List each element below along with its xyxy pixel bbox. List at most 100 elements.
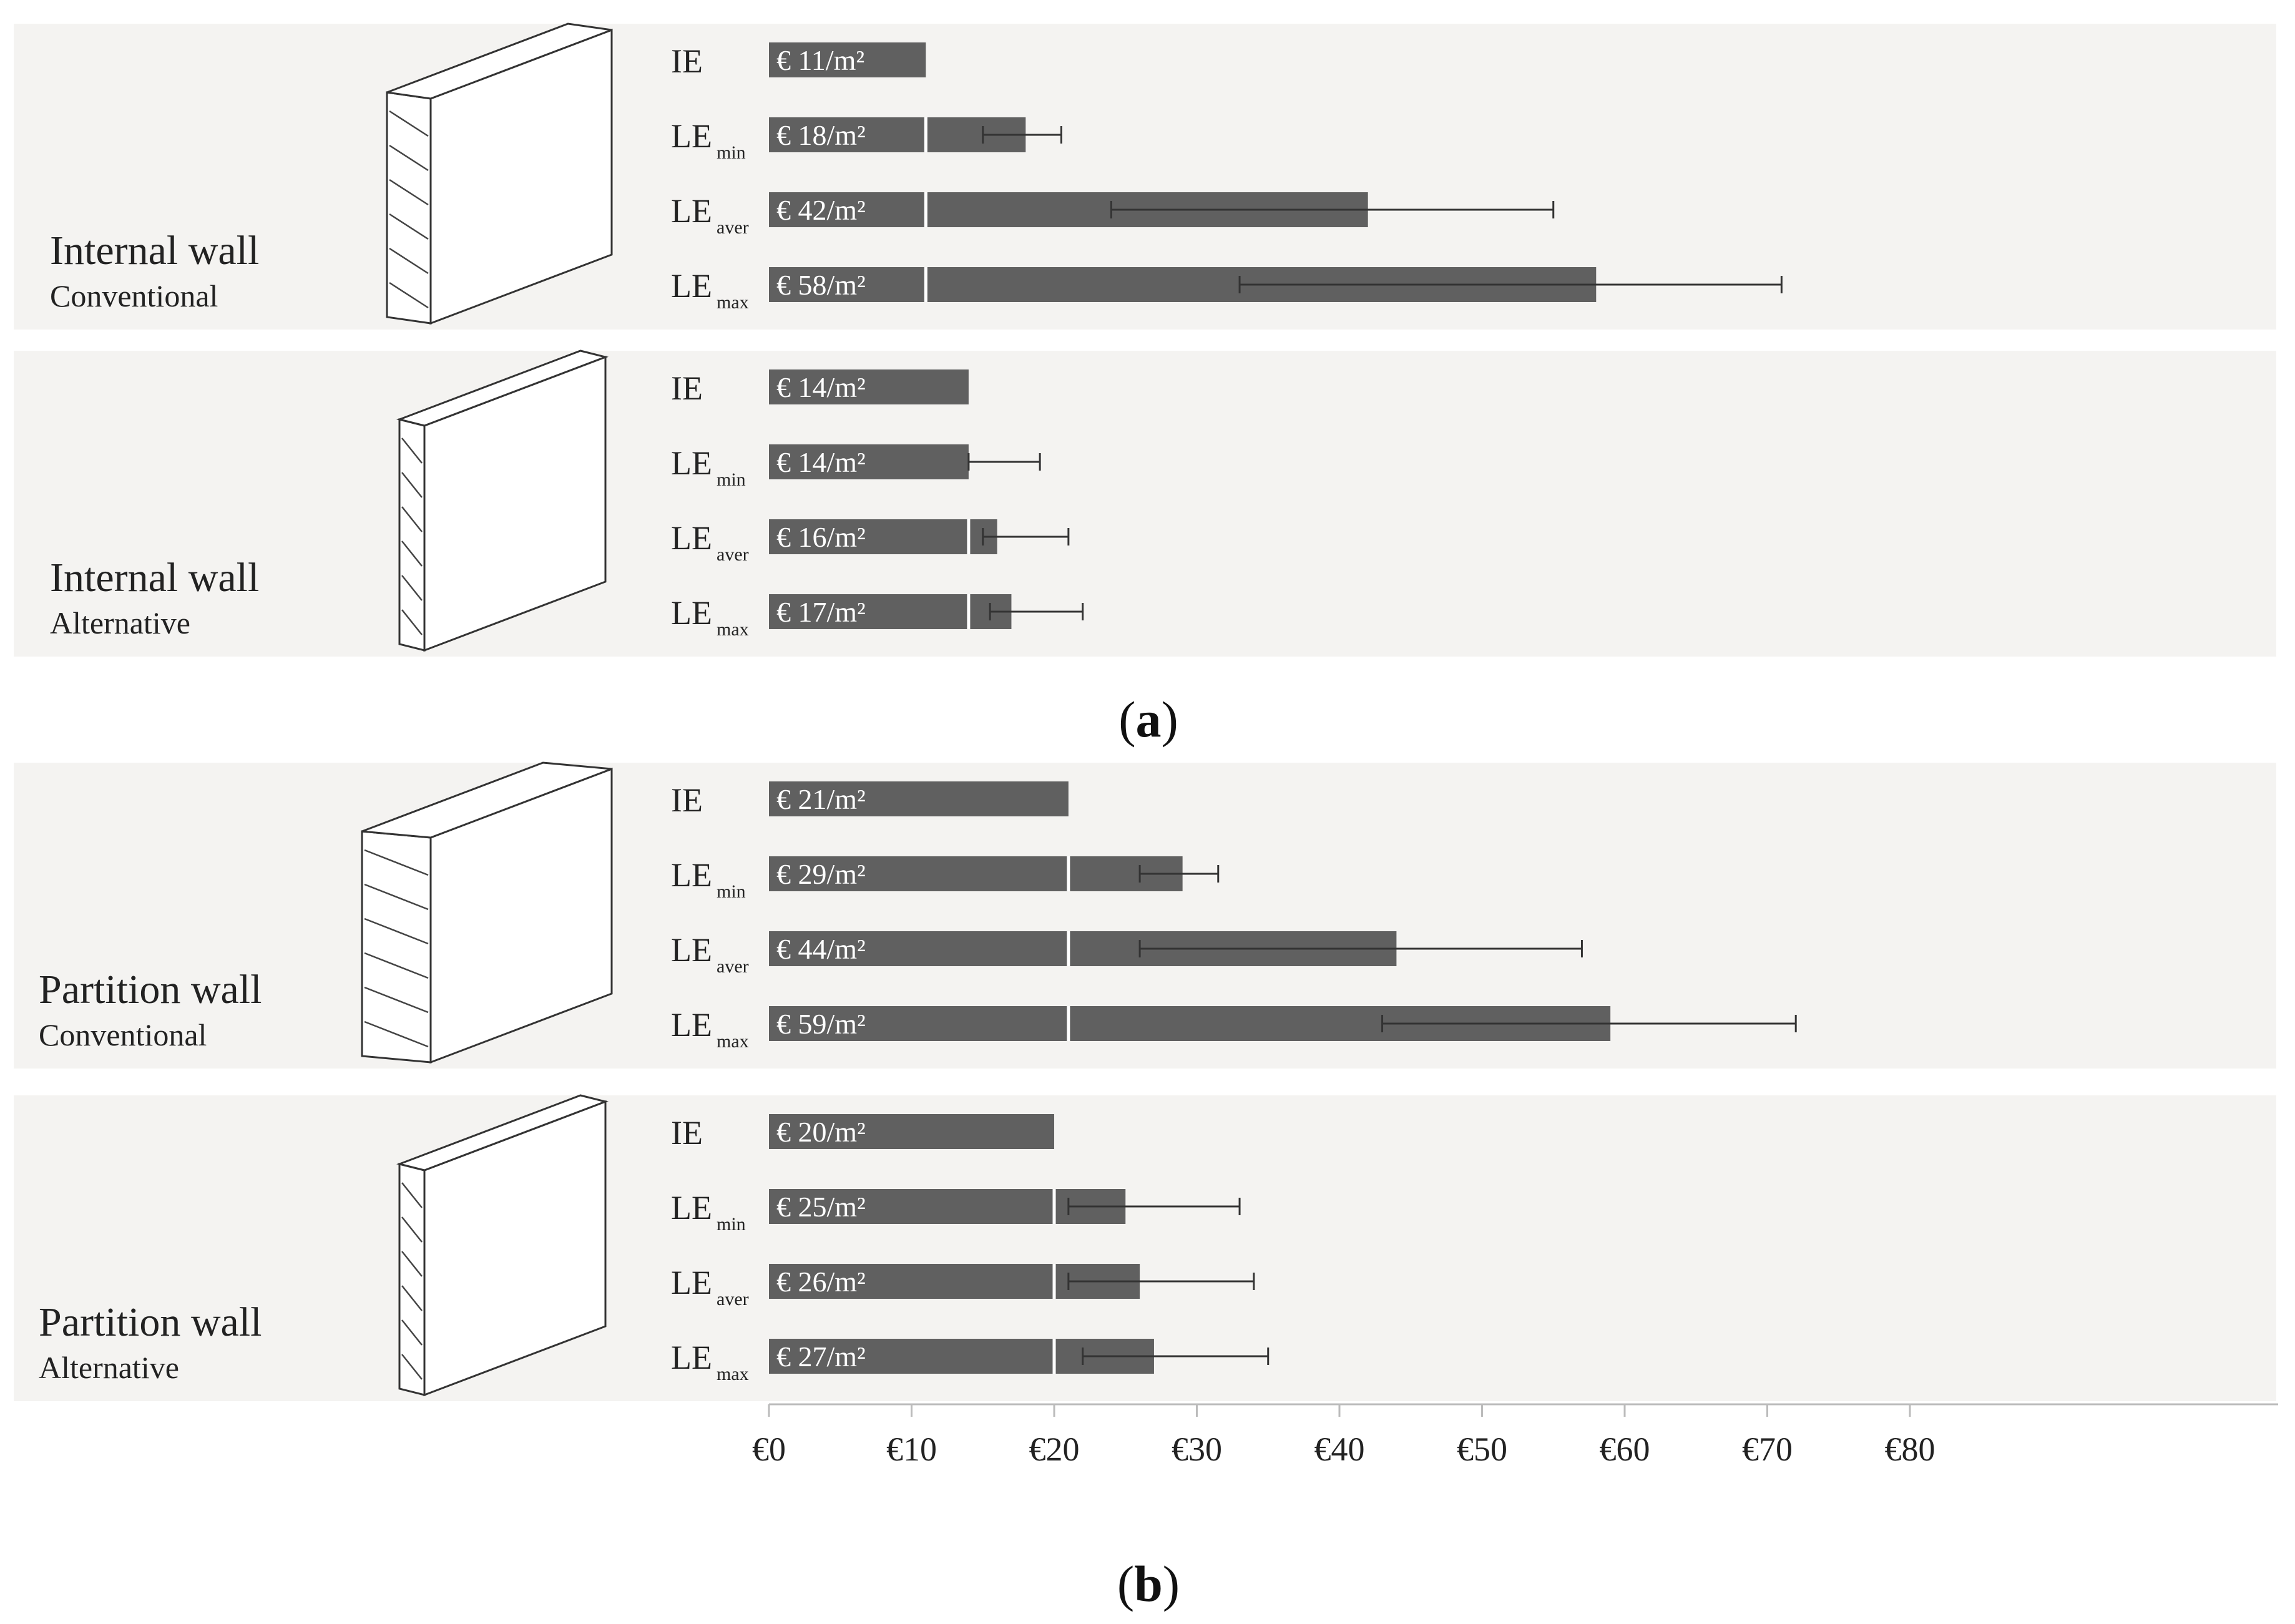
wall-layer-line xyxy=(401,1354,423,1380)
x-axis-tick-label: €30 xyxy=(1172,1431,1222,1468)
wall-illustration-icon xyxy=(361,761,613,1064)
bar-row: LE min € 29/m² xyxy=(671,856,1220,902)
bar-row: LE max € 58/m² xyxy=(671,267,1783,313)
wall-layer-line xyxy=(401,541,423,567)
wall-top xyxy=(386,22,612,100)
x-axis-tick-label: €60 xyxy=(1600,1431,1650,1468)
row-label-subscript: aver xyxy=(717,956,749,977)
x-axis-tick-label: €10 xyxy=(886,1431,937,1468)
bar-row: LE min € 14/m² xyxy=(671,444,1041,490)
bar-row: LE max € 59/m² xyxy=(671,1006,1797,1052)
panel-letter: (b) xyxy=(1117,1555,1180,1612)
row-label-subscript: aver xyxy=(717,1289,749,1309)
bar xyxy=(769,519,997,554)
wall-layer-line xyxy=(401,1182,423,1208)
row-label: LE xyxy=(671,594,712,632)
x-axis-tick-label: €0 xyxy=(752,1431,786,1468)
row-label-subscript: min xyxy=(717,1214,746,1235)
wall-layer-line xyxy=(401,472,423,498)
row-label: LE xyxy=(671,444,712,482)
row-label: IE xyxy=(671,781,703,819)
wall-layer-line xyxy=(389,247,429,275)
row-label-subscript: min xyxy=(717,469,746,490)
bar-row: IE € 14/m² xyxy=(671,369,969,407)
bar-value-label: € 20/m² xyxy=(776,1116,866,1148)
bar-row: LE aver € 42/m² xyxy=(671,192,1555,238)
wall-layer-line xyxy=(364,1020,429,1048)
wall-illustration-icon xyxy=(396,1094,609,1397)
row-label: LE xyxy=(671,519,712,557)
wall-layer-line xyxy=(401,575,423,601)
bar-value-label: € 21/m² xyxy=(776,783,866,815)
wall-edge xyxy=(386,91,432,325)
row-label-subscript: min xyxy=(717,142,746,163)
row-label-subscript: max xyxy=(717,1031,749,1052)
bar-value-label: € 27/m² xyxy=(776,1341,866,1372)
wall-layer-line xyxy=(364,917,429,945)
wall-layer-line xyxy=(364,883,429,911)
wall-layer-line xyxy=(389,281,429,309)
bar-row: LE aver € 16/m² xyxy=(671,519,1070,565)
wall-layer-line xyxy=(364,952,429,979)
bar-row: LE min € 18/m² xyxy=(671,117,1062,163)
bar-value-label: € 18/m² xyxy=(776,119,866,151)
row-label-subscript: aver xyxy=(717,544,749,565)
row-label: LE xyxy=(671,1339,712,1376)
bar xyxy=(769,1114,1054,1149)
wall-top xyxy=(361,761,612,839)
panel-letter: (a) xyxy=(1118,691,1178,748)
wall-layer-line xyxy=(389,213,429,240)
wall-layer-line xyxy=(401,1216,423,1243)
bar xyxy=(769,856,1183,891)
wall-layer-line xyxy=(401,1285,423,1311)
bar-value-label: € 59/m² xyxy=(776,1008,866,1040)
bar-value-label: € 14/m² xyxy=(776,371,866,403)
wall-layer-line xyxy=(389,179,429,206)
bar-row: LE max € 27/m² xyxy=(671,1339,1270,1384)
bar xyxy=(769,444,969,479)
row-label-subscript: min xyxy=(717,881,746,902)
bar-value-label: € 16/m² xyxy=(776,521,866,553)
wall-top xyxy=(396,1094,609,1172)
bar-row: IE € 11/m² xyxy=(671,42,926,80)
row-label: LE xyxy=(671,1189,712,1226)
bar xyxy=(769,369,969,404)
bar-value-label: € 25/m² xyxy=(776,1191,866,1223)
bar-row: LE max € 17/m² xyxy=(671,594,1084,640)
bar-value-label: € 44/m² xyxy=(776,933,866,965)
wall-edge xyxy=(398,1163,426,1396)
bar-row: LE min € 25/m² xyxy=(671,1189,1241,1235)
wall-layer-line xyxy=(401,1319,423,1346)
x-axis-tick-label: €70 xyxy=(1742,1431,1793,1468)
wall-variant-subtitle: Alternative xyxy=(39,1350,179,1385)
bar-value-label: € 11/m² xyxy=(776,44,864,76)
wall-illustration-icon xyxy=(396,350,609,652)
row-label-subscript: max xyxy=(717,292,749,313)
wall-variant-subtitle: Conventional xyxy=(39,1017,207,1052)
bar xyxy=(769,42,926,77)
bar-value-label: € 58/m² xyxy=(776,269,866,301)
row-label-subscript: max xyxy=(717,1364,749,1384)
wall-variant-subtitle: Conventional xyxy=(50,278,218,313)
wall-layer-line xyxy=(364,986,429,1014)
bar-row: LE aver € 26/m² xyxy=(671,1264,1255,1309)
bar-value-label: € 26/m² xyxy=(776,1266,866,1298)
row-label-subscript: max xyxy=(717,619,749,640)
row-label: LE xyxy=(671,1264,712,1301)
wall-type-title: Internal wall xyxy=(50,555,259,600)
bar-value-label: € 14/m² xyxy=(776,446,866,478)
wall-type-title: Partition wall xyxy=(39,1299,262,1345)
row-label: IE xyxy=(671,42,703,80)
bar-value-label: € 17/m² xyxy=(776,596,866,628)
panel-background xyxy=(14,351,2276,657)
bar-row: IE € 20/m² xyxy=(671,1114,1054,1152)
wall-illustration-icon xyxy=(386,22,613,325)
row-label: IE xyxy=(671,1114,703,1152)
row-label: LE xyxy=(671,856,712,894)
wall-type-title: Internal wall xyxy=(50,228,259,273)
bar-value-label: € 29/m² xyxy=(776,858,866,890)
wall-layer-line xyxy=(401,438,423,464)
